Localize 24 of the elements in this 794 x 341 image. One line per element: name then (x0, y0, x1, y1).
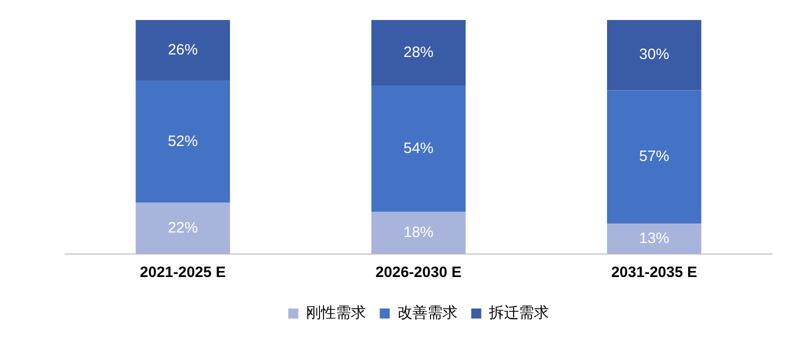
x-tick-label: 2026-2030 E (376, 264, 462, 282)
data-label: 22% (168, 219, 198, 236)
bar (371, 212, 466, 254)
legend-label: 改善需求 (397, 303, 458, 322)
data-label: 57% (639, 148, 670, 166)
data-label: 13% (639, 230, 670, 247)
bar (607, 224, 702, 254)
bar (607, 90, 702, 224)
bar (136, 20, 230, 81)
x-tick-label: 2021-2025 E (140, 264, 226, 282)
data-label: 18% (403, 224, 434, 242)
data-label: 28% (403, 44, 434, 61)
data-label: 30% (639, 46, 670, 64)
data-label: 52% (168, 132, 198, 150)
legend-label: 拆迁需求 (488, 303, 549, 322)
bar (371, 20, 466, 86)
data-label: 26% (168, 42, 198, 59)
data-label: 54% (403, 140, 434, 157)
legend-label: 刚性需求 (306, 303, 366, 322)
bar (371, 86, 466, 212)
bar (136, 202, 230, 254)
bar (607, 20, 702, 90)
bar (136, 80, 230, 203)
x-tick-label: 2031-2035 E (611, 264, 698, 282)
